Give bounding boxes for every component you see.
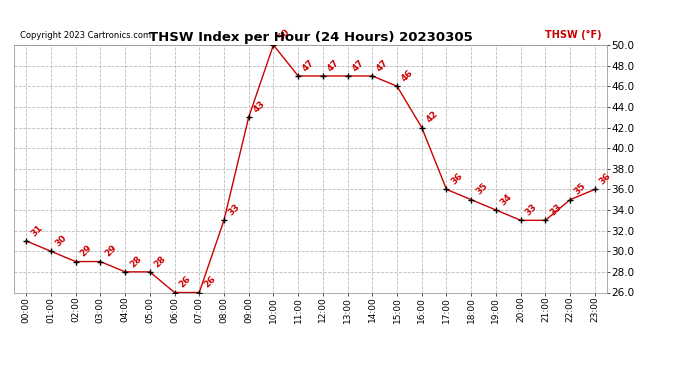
Text: 26: 26 — [177, 274, 193, 290]
Text: 33: 33 — [524, 202, 539, 217]
Text: 47: 47 — [326, 58, 341, 73]
Text: 28: 28 — [128, 254, 143, 269]
Text: 35: 35 — [573, 182, 588, 197]
Text: 30: 30 — [54, 233, 69, 249]
Text: 47: 47 — [375, 58, 391, 73]
Text: 35: 35 — [474, 182, 489, 197]
Text: 29: 29 — [79, 243, 94, 259]
Text: 36: 36 — [598, 171, 613, 187]
Text: 47: 47 — [351, 58, 366, 73]
Text: 47: 47 — [301, 58, 316, 73]
Text: 43: 43 — [251, 99, 267, 114]
Title: THSW Index per Hour (24 Hours) 20230305: THSW Index per Hour (24 Hours) 20230305 — [148, 31, 473, 44]
Text: 33: 33 — [548, 202, 563, 217]
Text: Copyright 2023 Cartronics.com: Copyright 2023 Cartronics.com — [20, 31, 151, 40]
Text: 36: 36 — [449, 171, 464, 187]
Text: 50: 50 — [276, 27, 291, 42]
Text: 29: 29 — [103, 243, 119, 259]
Text: 34: 34 — [499, 192, 514, 207]
Text: 42: 42 — [424, 110, 440, 125]
Text: 31: 31 — [29, 223, 44, 238]
Text: THSW (°F): THSW (°F) — [544, 30, 601, 40]
Text: 28: 28 — [152, 254, 168, 269]
Text: 46: 46 — [400, 68, 415, 84]
Text: 33: 33 — [227, 202, 242, 217]
Text: 26: 26 — [202, 274, 217, 290]
